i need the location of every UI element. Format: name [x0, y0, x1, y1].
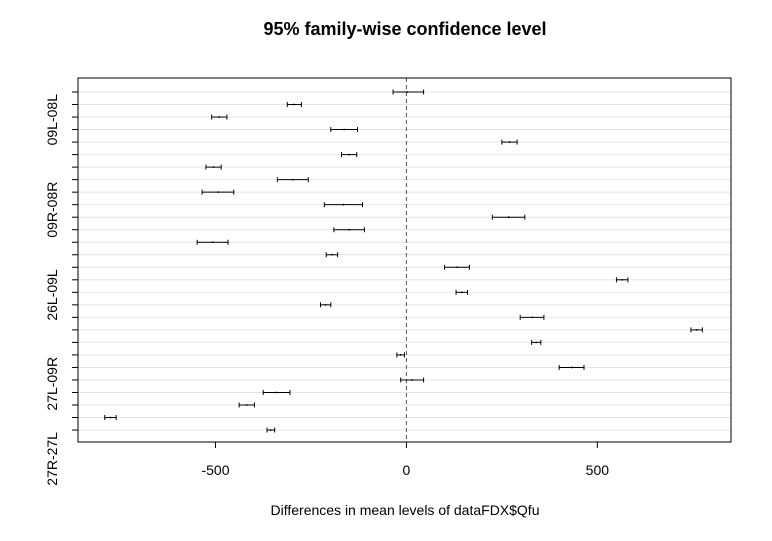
y-tick-label: 09L-08L: [44, 94, 60, 146]
interval-point: [324, 303, 327, 306]
interval: [396, 352, 405, 358]
interval-point: [269, 429, 272, 431]
interval-point: [331, 253, 333, 256]
x-axis-label: Differences in mean levels of dataFDX$Qf…: [271, 502, 540, 518]
interval: [323, 202, 363, 208]
interval: [519, 314, 545, 320]
interval: [104, 415, 117, 421]
interval-point: [109, 416, 112, 419]
y-tick-label: 27R-27L: [44, 432, 60, 486]
interval-point: [621, 278, 624, 281]
y-tick-label: 26L-09L: [44, 269, 60, 321]
interval: [319, 302, 332, 308]
interval: [330, 127, 359, 133]
interval-point: [212, 166, 215, 169]
interval-point: [406, 91, 409, 93]
grid-layer: [78, 91, 731, 431]
x-axis: -500 0 500: [201, 441, 610, 478]
interval: [196, 239, 229, 245]
interval-point: [245, 404, 248, 406]
interval: [266, 427, 276, 433]
interval-point: [348, 153, 351, 156]
y-tick-label: 09R-08R: [44, 182, 60, 238]
interval-point: [275, 391, 278, 394]
interval: [276, 177, 309, 183]
interval: [491, 214, 526, 220]
interval: [455, 289, 469, 295]
interval-point: [531, 316, 534, 319]
x-tick-label: 500: [586, 462, 610, 478]
interval-point: [217, 191, 220, 194]
interval-point: [570, 366, 573, 369]
y-tick-label: 27L-09R: [44, 357, 60, 411]
interval: [501, 139, 518, 145]
interval-point: [456, 266, 459, 269]
interval-point: [342, 203, 345, 206]
interval: [205, 164, 222, 170]
interval: [340, 152, 358, 158]
y-axis: 09L-08L 09R-08R 26L-09L 27L-09R 27R-27L: [44, 91, 79, 486]
interval-point: [348, 228, 351, 231]
interval: [558, 364, 585, 370]
interval-point: [695, 328, 698, 331]
interval: [400, 377, 425, 383]
interval: [325, 252, 339, 258]
interval: [201, 189, 235, 195]
plot-frame: [77, 77, 732, 443]
interval-point: [292, 103, 295, 106]
interval: [333, 227, 365, 233]
interval: [211, 114, 228, 120]
interval: [690, 327, 703, 333]
interval: [262, 389, 291, 395]
interval-point: [460, 291, 463, 294]
interval: [238, 402, 255, 408]
interval-point: [535, 341, 538, 344]
interval-point: [292, 178, 294, 181]
interval-point: [507, 216, 510, 219]
interval: [286, 102, 302, 108]
interval-layer: [104, 89, 703, 433]
x-tick-label: -500: [201, 462, 229, 478]
interval-point: [343, 128, 346, 131]
interval-point: [411, 379, 414, 381]
interval-point: [508, 141, 511, 143]
interval: [444, 264, 470, 270]
interval: [531, 339, 542, 345]
interval-point: [218, 116, 221, 118]
interval: [615, 277, 629, 283]
interval-point: [399, 354, 402, 356]
interval-point: [211, 241, 214, 244]
interval: [392, 89, 425, 95]
x-tick-label: 0: [403, 462, 411, 478]
chart-title: 95% family-wise confidence level: [263, 19, 546, 39]
